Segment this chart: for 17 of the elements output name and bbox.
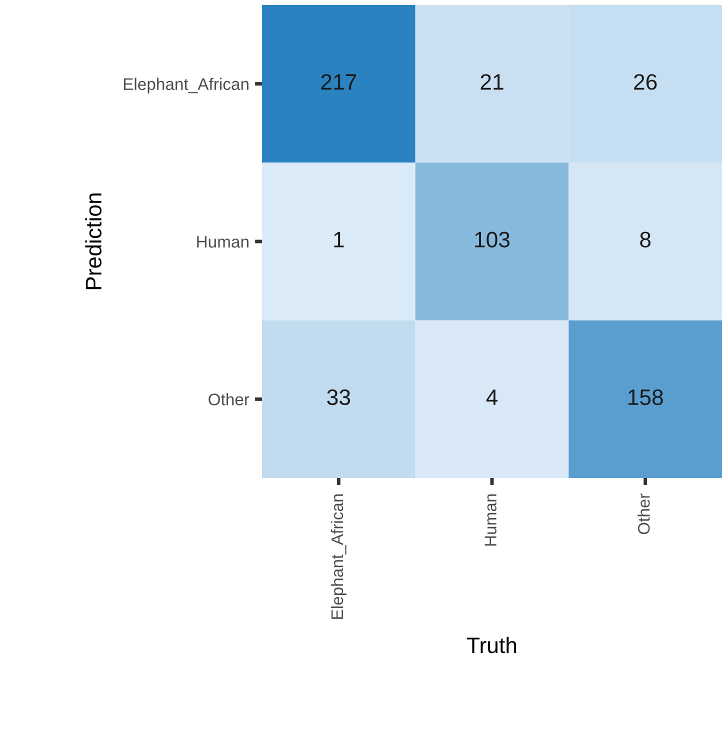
data-label: 8: [640, 232, 651, 248]
y-tick-label: Elephant_African: [124, 78, 248, 94]
data-label: 21: [480, 74, 504, 90]
data-label: 103: [475, 232, 510, 248]
data-label: 26: [634, 74, 657, 90]
data-label: 1: [334, 232, 344, 248]
y-axis-title: Prediction: [85, 194, 102, 290]
x-tick-label: Human: [484, 494, 496, 546]
data-label: 4: [486, 390, 498, 405]
data-label: 217: [321, 74, 356, 90]
data-label: 33: [327, 389, 350, 406]
y-tick-label: Other: [208, 393, 250, 406]
x-axis-title: Truth: [466, 636, 516, 654]
data-label: 158: [628, 389, 663, 406]
x-tick-label: Elephant_African: [330, 494, 346, 619]
x-tick-label: Other: [638, 494, 650, 534]
y-tick-label: Human: [197, 236, 248, 248]
